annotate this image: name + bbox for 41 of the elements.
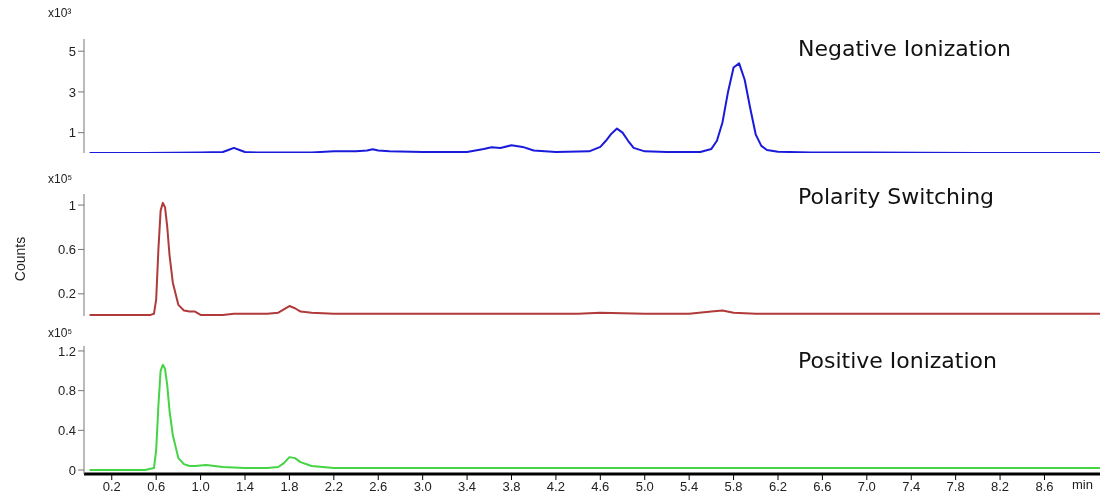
- y-tick-label: 5: [68, 43, 76, 59]
- x-tick-label: 4.2: [546, 479, 565, 495]
- text: x10⁵: [48, 172, 73, 186]
- y-tick-label: 0.4: [57, 422, 76, 438]
- y-tick-label: 1.2: [57, 343, 76, 359]
- x-tick-label: 2.2: [324, 479, 343, 495]
- y-tick-label: 0.2: [57, 286, 76, 302]
- x-tick-label: 8.6: [1035, 479, 1054, 495]
- x-tick-label: 1.4: [235, 479, 255, 495]
- line-series: [88, 62, 1100, 153]
- y-tick-label: 3: [68, 84, 76, 100]
- x-tick-label: 4.6: [591, 479, 610, 495]
- y-tick-label: 0.8: [57, 383, 76, 399]
- y-tick-label: 0: [68, 462, 76, 478]
- text: x10³: [48, 6, 72, 20]
- x-tick-label: 0.6: [147, 479, 166, 495]
- chart-title: Polarity Switching: [798, 184, 995, 209]
- chart-title: Positive Ionization: [798, 348, 997, 373]
- x-tick-label: 7.8: [946, 479, 965, 495]
- chart-title: Negative Ionization: [798, 36, 1011, 61]
- y-tick-label: 1: [68, 197, 76, 213]
- x-tick-label: 6.6: [813, 479, 832, 495]
- x-tick-label: 3.4: [458, 479, 477, 495]
- x-tick-label: 0.2: [102, 479, 121, 495]
- text: x10⁵: [48, 326, 73, 340]
- x-axis-title: min: [1072, 477, 1093, 492]
- x-tick-label: 5.0: [635, 479, 654, 495]
- x-tick-label: 1.8: [280, 479, 299, 495]
- x-tick-label: 2.6: [369, 479, 388, 495]
- x-tick-label: 6.2: [768, 479, 788, 495]
- x-tick-label: 8.2: [991, 479, 1010, 495]
- x-tick-label: 3.8: [502, 479, 521, 495]
- x-tick-label: 7.0: [857, 479, 876, 495]
- y-axis-title: Counts: [12, 236, 29, 282]
- x-tick-label: 5.8: [724, 479, 743, 495]
- x-tick-label: 3.0: [413, 479, 432, 495]
- y-tick-label: 1: [68, 125, 76, 141]
- x-tick-label: 1.0: [191, 479, 210, 495]
- x-tick-label: 5.4: [680, 479, 699, 495]
- y-tick-label: 0.6: [57, 242, 76, 258]
- x-tick-label: 7.4: [902, 479, 921, 495]
